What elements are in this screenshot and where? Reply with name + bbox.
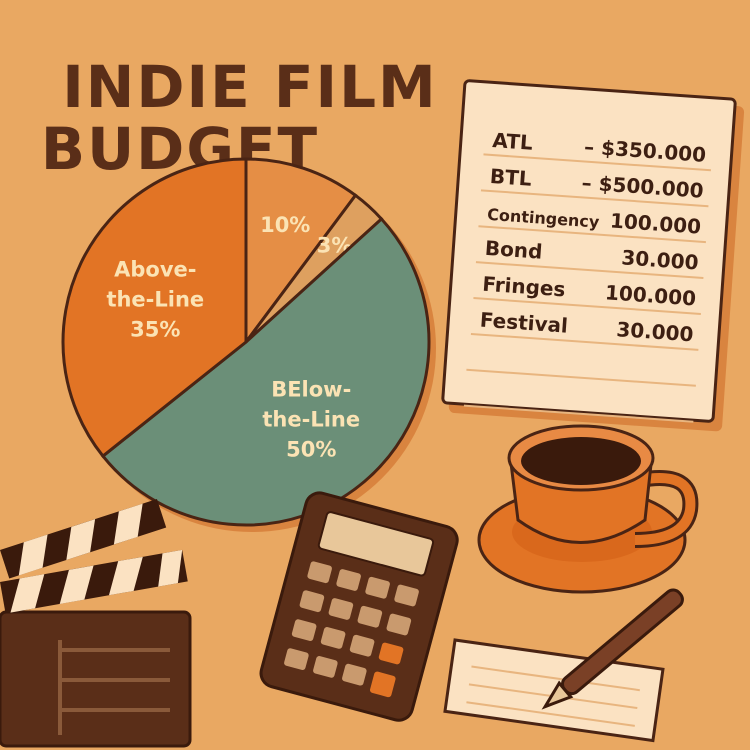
receipt-item-label: Bond xyxy=(484,235,544,264)
calculator-key xyxy=(299,590,325,613)
calculator-key xyxy=(307,561,332,584)
coffee-cup-icon xyxy=(477,424,699,594)
pie-slice xyxy=(244,157,358,347)
calculator-icon xyxy=(259,491,459,722)
calculator-key xyxy=(291,619,317,642)
receipt-item-label: Fringes xyxy=(481,271,567,302)
calculator-key xyxy=(313,656,338,678)
calculator-key xyxy=(357,605,383,628)
receipt-item-amount: 30.000 xyxy=(615,317,695,347)
slice-label: BElow- xyxy=(271,378,351,402)
pen-icon xyxy=(541,588,684,710)
calculator-key xyxy=(284,648,309,671)
calculator-key xyxy=(320,627,346,649)
calculator-key xyxy=(365,576,390,599)
calculator-key xyxy=(386,613,412,636)
calculator-key xyxy=(349,634,375,657)
slice-label: Above- xyxy=(114,257,196,281)
receipt-item-label: ATL xyxy=(491,128,534,155)
slice-percent: 50% xyxy=(286,438,336,462)
calculator-key xyxy=(378,642,404,665)
pie-slice xyxy=(61,157,248,459)
calculator-key xyxy=(394,584,419,607)
clapperboard-icon xyxy=(0,499,192,748)
budget-receipt: ATL – $350.000 BTL – $500.000 Contingency 100… xyxy=(440,78,738,424)
receipt-item-label: Contingency xyxy=(486,204,600,232)
receipt-item-amount: 100.000 xyxy=(604,280,697,311)
slice-label: the-Line xyxy=(106,287,204,311)
receipt-item-amount: – $500.000 xyxy=(580,170,705,203)
slice-percent: 10% xyxy=(260,213,310,237)
calculator-key xyxy=(369,671,396,698)
slice-label: the-Line xyxy=(262,408,360,432)
receipt-item-amount: 30.000 xyxy=(620,245,700,275)
slice-percent: 35% xyxy=(130,317,180,341)
receipt-item-amount: – $350.000 xyxy=(583,134,707,167)
pie-slice xyxy=(100,216,431,527)
receipt-rule xyxy=(466,368,696,387)
calculator-key xyxy=(342,663,367,686)
calculator-key xyxy=(336,569,361,591)
title-line-1: INDIE FILM xyxy=(62,53,438,121)
receipt-item-label: BTL xyxy=(489,163,533,191)
receipt-item-label: Festival xyxy=(479,307,569,338)
calculator-key xyxy=(328,598,354,620)
receipt-item-amount: 100.000 xyxy=(609,208,702,239)
